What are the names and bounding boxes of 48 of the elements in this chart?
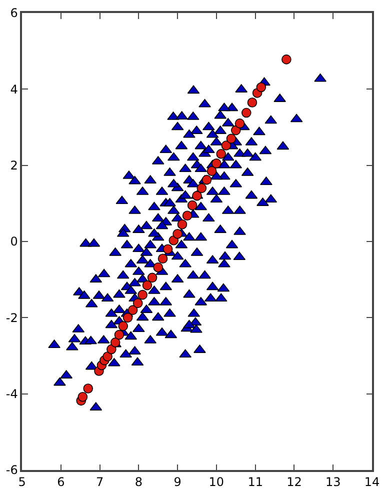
x-tick-label: 6 xyxy=(57,475,65,490)
point xyxy=(206,166,217,176)
point xyxy=(196,183,207,194)
point xyxy=(172,228,182,239)
point xyxy=(102,352,112,362)
point xyxy=(128,305,138,315)
point xyxy=(226,134,236,144)
point xyxy=(147,272,158,283)
y-tick-label: 0 xyxy=(10,234,18,249)
y-tick-label: 2 xyxy=(10,158,18,173)
point xyxy=(153,262,164,272)
point xyxy=(158,254,168,264)
x-tick-label: 11 xyxy=(248,475,263,490)
point xyxy=(247,98,258,108)
point xyxy=(114,330,124,340)
point xyxy=(216,149,226,159)
point xyxy=(162,244,173,254)
point xyxy=(106,344,116,354)
point xyxy=(282,54,292,64)
point xyxy=(132,298,143,308)
point xyxy=(234,118,245,128)
x-tick-label: 5 xyxy=(18,475,26,490)
y-tick-label: 6 xyxy=(10,6,18,20)
point xyxy=(202,174,212,185)
point xyxy=(122,312,133,323)
point xyxy=(182,210,192,220)
point xyxy=(177,219,188,230)
point xyxy=(83,384,94,394)
point xyxy=(212,158,222,168)
x-tick-label: 9 xyxy=(174,475,182,490)
y-tick-label: -4 xyxy=(6,387,18,402)
x-tick-label: 14 xyxy=(364,475,380,490)
x-tick-label: 7 xyxy=(96,475,104,490)
point xyxy=(118,321,128,331)
x-tick-label: 10 xyxy=(208,475,224,490)
point xyxy=(138,290,148,300)
point xyxy=(187,200,198,210)
point xyxy=(241,108,252,118)
y-tick-label: 4 xyxy=(10,82,18,96)
point xyxy=(256,82,266,92)
point xyxy=(78,392,88,402)
x-tick-label: 13 xyxy=(325,475,341,490)
point xyxy=(221,140,232,150)
x-tick-label: 12 xyxy=(286,475,302,490)
y-tick-label: -6 xyxy=(6,463,18,478)
x-tick-label: 8 xyxy=(134,475,142,490)
y-tick-label: -2 xyxy=(6,310,18,325)
point xyxy=(142,280,152,290)
